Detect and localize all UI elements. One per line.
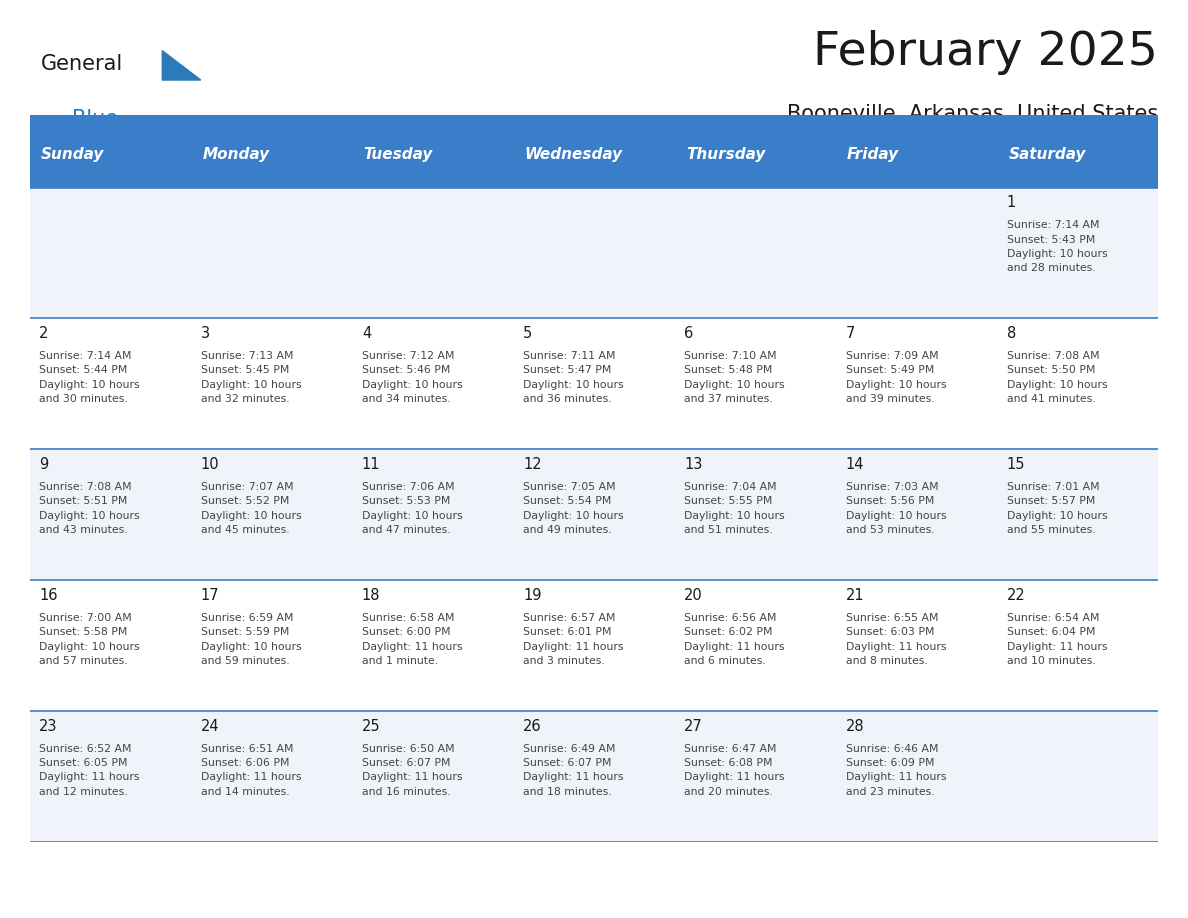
Text: 16: 16 (39, 588, 58, 603)
Text: 13: 13 (684, 457, 702, 472)
Text: 11: 11 (362, 457, 380, 472)
Text: 9: 9 (39, 457, 49, 472)
Text: 17: 17 (201, 588, 220, 603)
Text: Sunrise: 6:51 AM
Sunset: 6:06 PM
Daylight: 11 hours
and 14 minutes.: Sunrise: 6:51 AM Sunset: 6:06 PM Dayligh… (201, 744, 301, 797)
Text: Friday: Friday (847, 147, 899, 162)
Text: 8: 8 (1006, 326, 1016, 341)
Text: Sunrise: 6:58 AM
Sunset: 6:00 PM
Daylight: 11 hours
and 1 minute.: Sunrise: 6:58 AM Sunset: 6:00 PM Dayligh… (362, 613, 462, 666)
Text: Sunrise: 7:00 AM
Sunset: 5:58 PM
Daylight: 10 hours
and 57 minutes.: Sunrise: 7:00 AM Sunset: 5:58 PM Dayligh… (39, 613, 140, 666)
Text: Sunrise: 7:07 AM
Sunset: 5:52 PM
Daylight: 10 hours
and 45 minutes.: Sunrise: 7:07 AM Sunset: 5:52 PM Dayligh… (201, 482, 302, 535)
Text: 12: 12 (523, 457, 542, 472)
Text: Sunrise: 7:13 AM
Sunset: 5:45 PM
Daylight: 10 hours
and 32 minutes.: Sunrise: 7:13 AM Sunset: 5:45 PM Dayligh… (201, 351, 302, 404)
Text: Sunrise: 7:06 AM
Sunset: 5:53 PM
Daylight: 10 hours
and 47 minutes.: Sunrise: 7:06 AM Sunset: 5:53 PM Dayligh… (362, 482, 462, 535)
Text: Sunday: Sunday (40, 147, 105, 162)
Text: 21: 21 (846, 588, 864, 603)
Text: Sunrise: 7:05 AM
Sunset: 5:54 PM
Daylight: 10 hours
and 49 minutes.: Sunrise: 7:05 AM Sunset: 5:54 PM Dayligh… (523, 482, 624, 535)
Text: 20: 20 (684, 588, 703, 603)
Text: Sunrise: 7:08 AM
Sunset: 5:50 PM
Daylight: 10 hours
and 41 minutes.: Sunrise: 7:08 AM Sunset: 5:50 PM Dayligh… (1006, 351, 1107, 404)
Text: 2: 2 (39, 326, 49, 341)
Text: Sunrise: 7:09 AM
Sunset: 5:49 PM
Daylight: 10 hours
and 39 minutes.: Sunrise: 7:09 AM Sunset: 5:49 PM Dayligh… (846, 351, 946, 404)
Text: Sunrise: 7:04 AM
Sunset: 5:55 PM
Daylight: 10 hours
and 51 minutes.: Sunrise: 7:04 AM Sunset: 5:55 PM Dayligh… (684, 482, 785, 535)
Text: Sunrise: 7:14 AM
Sunset: 5:43 PM
Daylight: 10 hours
and 28 minutes.: Sunrise: 7:14 AM Sunset: 5:43 PM Dayligh… (1006, 220, 1107, 274)
Text: 4: 4 (362, 326, 371, 341)
Text: Sunrise: 7:12 AM
Sunset: 5:46 PM
Daylight: 10 hours
and 34 minutes.: Sunrise: 7:12 AM Sunset: 5:46 PM Dayligh… (362, 351, 462, 404)
Text: Sunrise: 6:54 AM
Sunset: 6:04 PM
Daylight: 11 hours
and 10 minutes.: Sunrise: 6:54 AM Sunset: 6:04 PM Dayligh… (1006, 613, 1107, 666)
Text: 15: 15 (1006, 457, 1025, 472)
Text: 19: 19 (523, 588, 542, 603)
Bar (30, 122, 1158, 187)
Text: Sunrise: 6:46 AM
Sunset: 6:09 PM
Daylight: 11 hours
and 23 minutes.: Sunrise: 6:46 AM Sunset: 6:09 PM Dayligh… (846, 744, 946, 797)
Bar (30, 449, 1158, 580)
Text: 23: 23 (39, 719, 58, 733)
Text: 26: 26 (523, 719, 542, 733)
Text: 28: 28 (846, 719, 864, 733)
Text: Thursday: Thursday (685, 147, 765, 162)
Text: Booneville, Arkansas, United States: Booneville, Arkansas, United States (786, 104, 1158, 124)
Text: Blue: Blue (72, 109, 119, 129)
Text: Sunrise: 6:50 AM
Sunset: 6:07 PM
Daylight: 11 hours
and 16 minutes.: Sunrise: 6:50 AM Sunset: 6:07 PM Dayligh… (362, 744, 462, 797)
Text: Sunrise: 7:14 AM
Sunset: 5:44 PM
Daylight: 10 hours
and 30 minutes.: Sunrise: 7:14 AM Sunset: 5:44 PM Dayligh… (39, 351, 140, 404)
Bar (30, 187, 1158, 319)
Text: February 2025: February 2025 (814, 30, 1158, 75)
Text: Sunrise: 6:47 AM
Sunset: 6:08 PM
Daylight: 11 hours
and 20 minutes.: Sunrise: 6:47 AM Sunset: 6:08 PM Dayligh… (684, 744, 785, 797)
Polygon shape (163, 50, 201, 80)
Text: Sunrise: 6:59 AM
Sunset: 5:59 PM
Daylight: 10 hours
and 59 minutes.: Sunrise: 6:59 AM Sunset: 5:59 PM Dayligh… (201, 613, 302, 666)
Bar (30, 711, 1158, 842)
Text: 27: 27 (684, 719, 703, 733)
Text: 6: 6 (684, 326, 694, 341)
Text: 25: 25 (362, 719, 380, 733)
Text: 22: 22 (1006, 588, 1025, 603)
Bar (30, 319, 1158, 449)
Text: 10: 10 (201, 457, 220, 472)
Text: General: General (40, 54, 122, 74)
Text: 18: 18 (362, 588, 380, 603)
Text: Sunrise: 7:11 AM
Sunset: 5:47 PM
Daylight: 10 hours
and 36 minutes.: Sunrise: 7:11 AM Sunset: 5:47 PM Dayligh… (523, 351, 624, 404)
Text: 5: 5 (523, 326, 532, 341)
Text: 3: 3 (201, 326, 210, 341)
Text: Saturday: Saturday (1009, 147, 1086, 162)
Text: 7: 7 (846, 326, 855, 341)
Bar (30, 580, 1158, 711)
Text: Sunrise: 6:57 AM
Sunset: 6:01 PM
Daylight: 11 hours
and 3 minutes.: Sunrise: 6:57 AM Sunset: 6:01 PM Dayligh… (523, 613, 624, 666)
Text: 14: 14 (846, 457, 864, 472)
Text: Sunrise: 7:08 AM
Sunset: 5:51 PM
Daylight: 10 hours
and 43 minutes.: Sunrise: 7:08 AM Sunset: 5:51 PM Dayligh… (39, 482, 140, 535)
Text: Sunrise: 7:01 AM
Sunset: 5:57 PM
Daylight: 10 hours
and 55 minutes.: Sunrise: 7:01 AM Sunset: 5:57 PM Dayligh… (1006, 482, 1107, 535)
Text: 24: 24 (201, 719, 220, 733)
Text: Sunrise: 6:49 AM
Sunset: 6:07 PM
Daylight: 11 hours
and 18 minutes.: Sunrise: 6:49 AM Sunset: 6:07 PM Dayligh… (523, 744, 624, 797)
Text: Sunrise: 6:52 AM
Sunset: 6:05 PM
Daylight: 11 hours
and 12 minutes.: Sunrise: 6:52 AM Sunset: 6:05 PM Dayligh… (39, 744, 140, 797)
Text: Wednesday: Wednesday (525, 147, 623, 162)
Text: Sunrise: 6:56 AM
Sunset: 6:02 PM
Daylight: 11 hours
and 6 minutes.: Sunrise: 6:56 AM Sunset: 6:02 PM Dayligh… (684, 613, 785, 666)
Text: 1: 1 (1006, 196, 1016, 210)
Text: Monday: Monday (202, 147, 270, 162)
Text: Sunrise: 6:55 AM
Sunset: 6:03 PM
Daylight: 11 hours
and 8 minutes.: Sunrise: 6:55 AM Sunset: 6:03 PM Dayligh… (846, 613, 946, 666)
Text: Sunrise: 7:03 AM
Sunset: 5:56 PM
Daylight: 10 hours
and 53 minutes.: Sunrise: 7:03 AM Sunset: 5:56 PM Dayligh… (846, 482, 946, 535)
Text: Tuesday: Tuesday (364, 147, 432, 162)
Text: Sunrise: 7:10 AM
Sunset: 5:48 PM
Daylight: 10 hours
and 37 minutes.: Sunrise: 7:10 AM Sunset: 5:48 PM Dayligh… (684, 351, 785, 404)
